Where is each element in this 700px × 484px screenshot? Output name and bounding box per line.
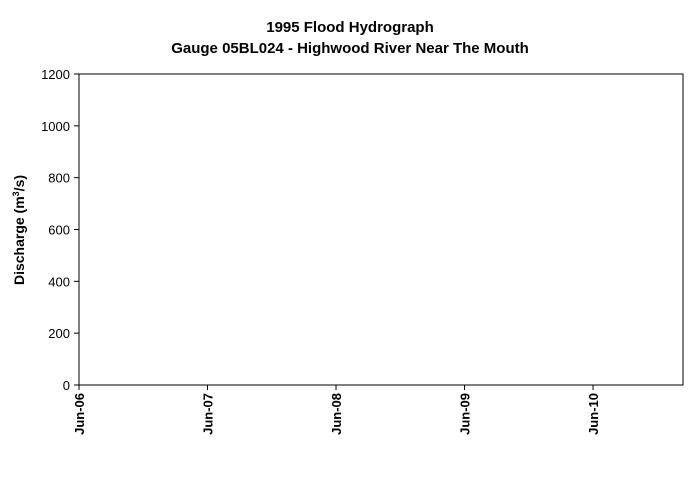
y-tick-label-2: 400: [48, 274, 70, 289]
plot-area: [78, 73, 684, 386]
y-tick-label-6: 1200: [41, 67, 70, 82]
x-tick-label-0: Jun-06: [72, 393, 87, 435]
x-tick-label-3: Jun-09: [458, 393, 473, 435]
plot-border: [78, 73, 684, 386]
y-tick-label-1: 200: [48, 326, 70, 341]
x-tick-label-1: Jun-07: [201, 393, 216, 435]
y-tick-label-4: 800: [48, 171, 70, 186]
x-axis-ticks: Jun-06 Jun-07 Jun-08 Jun-09 Jun-10: [72, 385, 601, 435]
y-axis-ticks: 0 200 400 600 800 1000 1200: [41, 67, 79, 393]
y-axis-label: Discharge (m3/s): [11, 175, 27, 285]
plot-background: [79, 74, 683, 385]
chart-title: 1995 Flood Hydrograph: [266, 19, 434, 36]
y-tick-label-3: 600: [48, 223, 70, 238]
chart-subtitle: Gauge 05BL024 - Highwood River Near The …: [171, 40, 529, 57]
y-tick-label-0: 0: [63, 378, 70, 393]
x-tick-label-2: Jun-08: [329, 393, 344, 435]
y-tick-label-5: 1000: [41, 119, 70, 134]
x-tick-label-4: Jun-10: [586, 393, 601, 435]
